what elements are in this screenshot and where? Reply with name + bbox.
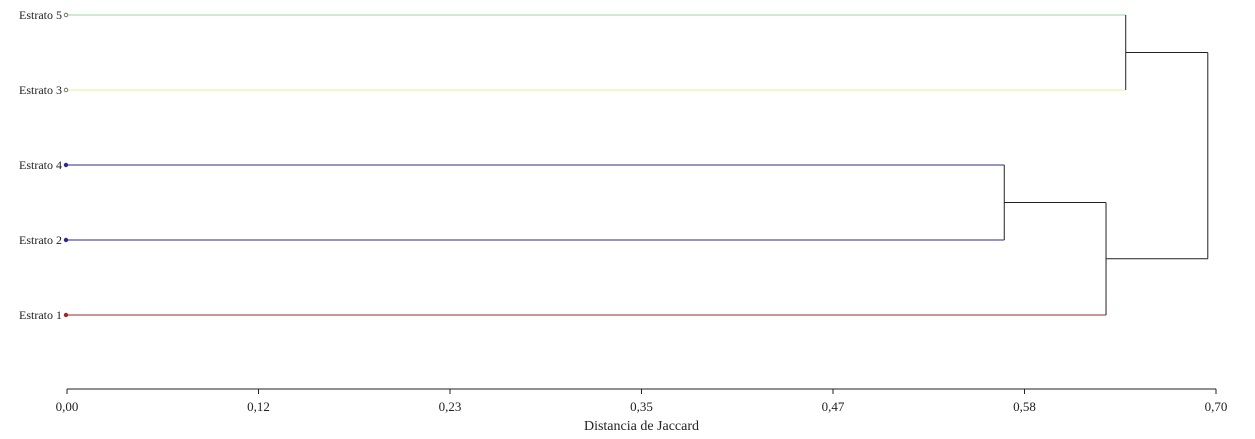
x-tick-label: 0,12 [247,399,270,414]
leaf-label: Estrato 1 [19,308,62,322]
x-tick-label: 0,23 [439,399,462,414]
x-tick-label: 0,70 [1205,399,1228,414]
leaf-label: Estrato 4 [19,158,62,172]
leaf-group: Estrato 5 Estrato 3 Estrato 4 Estrato 2 Estr… [19,8,69,322]
x-tick-label: 0,35 [630,399,653,414]
leaf-marker [63,12,69,18]
x-axis-title: Distancia de Jaccard [584,419,699,434]
x-axis: 0,00 0,12 0,23 0,35 0,47 0,58 0,70 [56,388,1228,414]
leaf-marker [63,312,69,318]
leaf-label: Estrato 3 [19,83,62,97]
leaf-label: Estrato 2 [19,233,62,247]
x-tick-label: 0,58 [1013,399,1036,414]
leaf-marker [63,87,69,93]
leaf-marker [63,162,69,168]
leaf-marker [63,237,69,243]
x-tick-label: 0,00 [56,399,79,414]
x-tick-label: 0,47 [822,399,845,414]
dendrogram-links [67,14,1209,316]
leaf-label: Estrato 5 [19,8,62,22]
